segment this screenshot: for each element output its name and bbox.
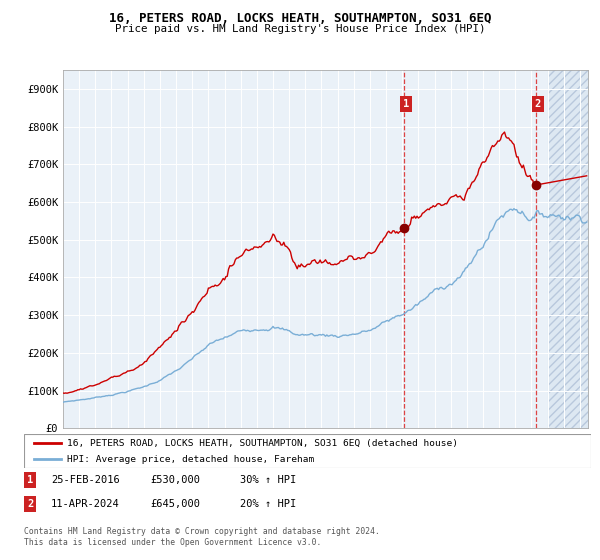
- Text: 2: 2: [535, 99, 541, 109]
- Text: 16, PETERS ROAD, LOCKS HEATH, SOUTHAMPTON, SO31 6EQ (detached house): 16, PETERS ROAD, LOCKS HEATH, SOUTHAMPTO…: [67, 439, 458, 448]
- Text: 1: 1: [403, 99, 409, 109]
- Text: This data is licensed under the Open Government Licence v3.0.: This data is licensed under the Open Gov…: [24, 538, 322, 547]
- Text: 20% ↑ HPI: 20% ↑ HPI: [240, 499, 296, 509]
- FancyBboxPatch shape: [24, 434, 591, 468]
- Text: 25-FEB-2016: 25-FEB-2016: [51, 475, 120, 485]
- Text: £530,000: £530,000: [150, 475, 200, 485]
- Text: £645,000: £645,000: [150, 499, 200, 509]
- Text: Contains HM Land Registry data © Crown copyright and database right 2024.: Contains HM Land Registry data © Crown c…: [24, 528, 380, 536]
- Text: HPI: Average price, detached house, Fareham: HPI: Average price, detached house, Fare…: [67, 455, 314, 464]
- Text: 11-APR-2024: 11-APR-2024: [51, 499, 120, 509]
- Text: 30% ↑ HPI: 30% ↑ HPI: [240, 475, 296, 485]
- Text: 16, PETERS ROAD, LOCKS HEATH, SOUTHAMPTON, SO31 6EQ: 16, PETERS ROAD, LOCKS HEATH, SOUTHAMPTO…: [109, 12, 491, 25]
- Text: 1: 1: [27, 475, 33, 485]
- Text: 2: 2: [27, 499, 33, 509]
- Text: Price paid vs. HM Land Registry's House Price Index (HPI): Price paid vs. HM Land Registry's House …: [115, 24, 485, 34]
